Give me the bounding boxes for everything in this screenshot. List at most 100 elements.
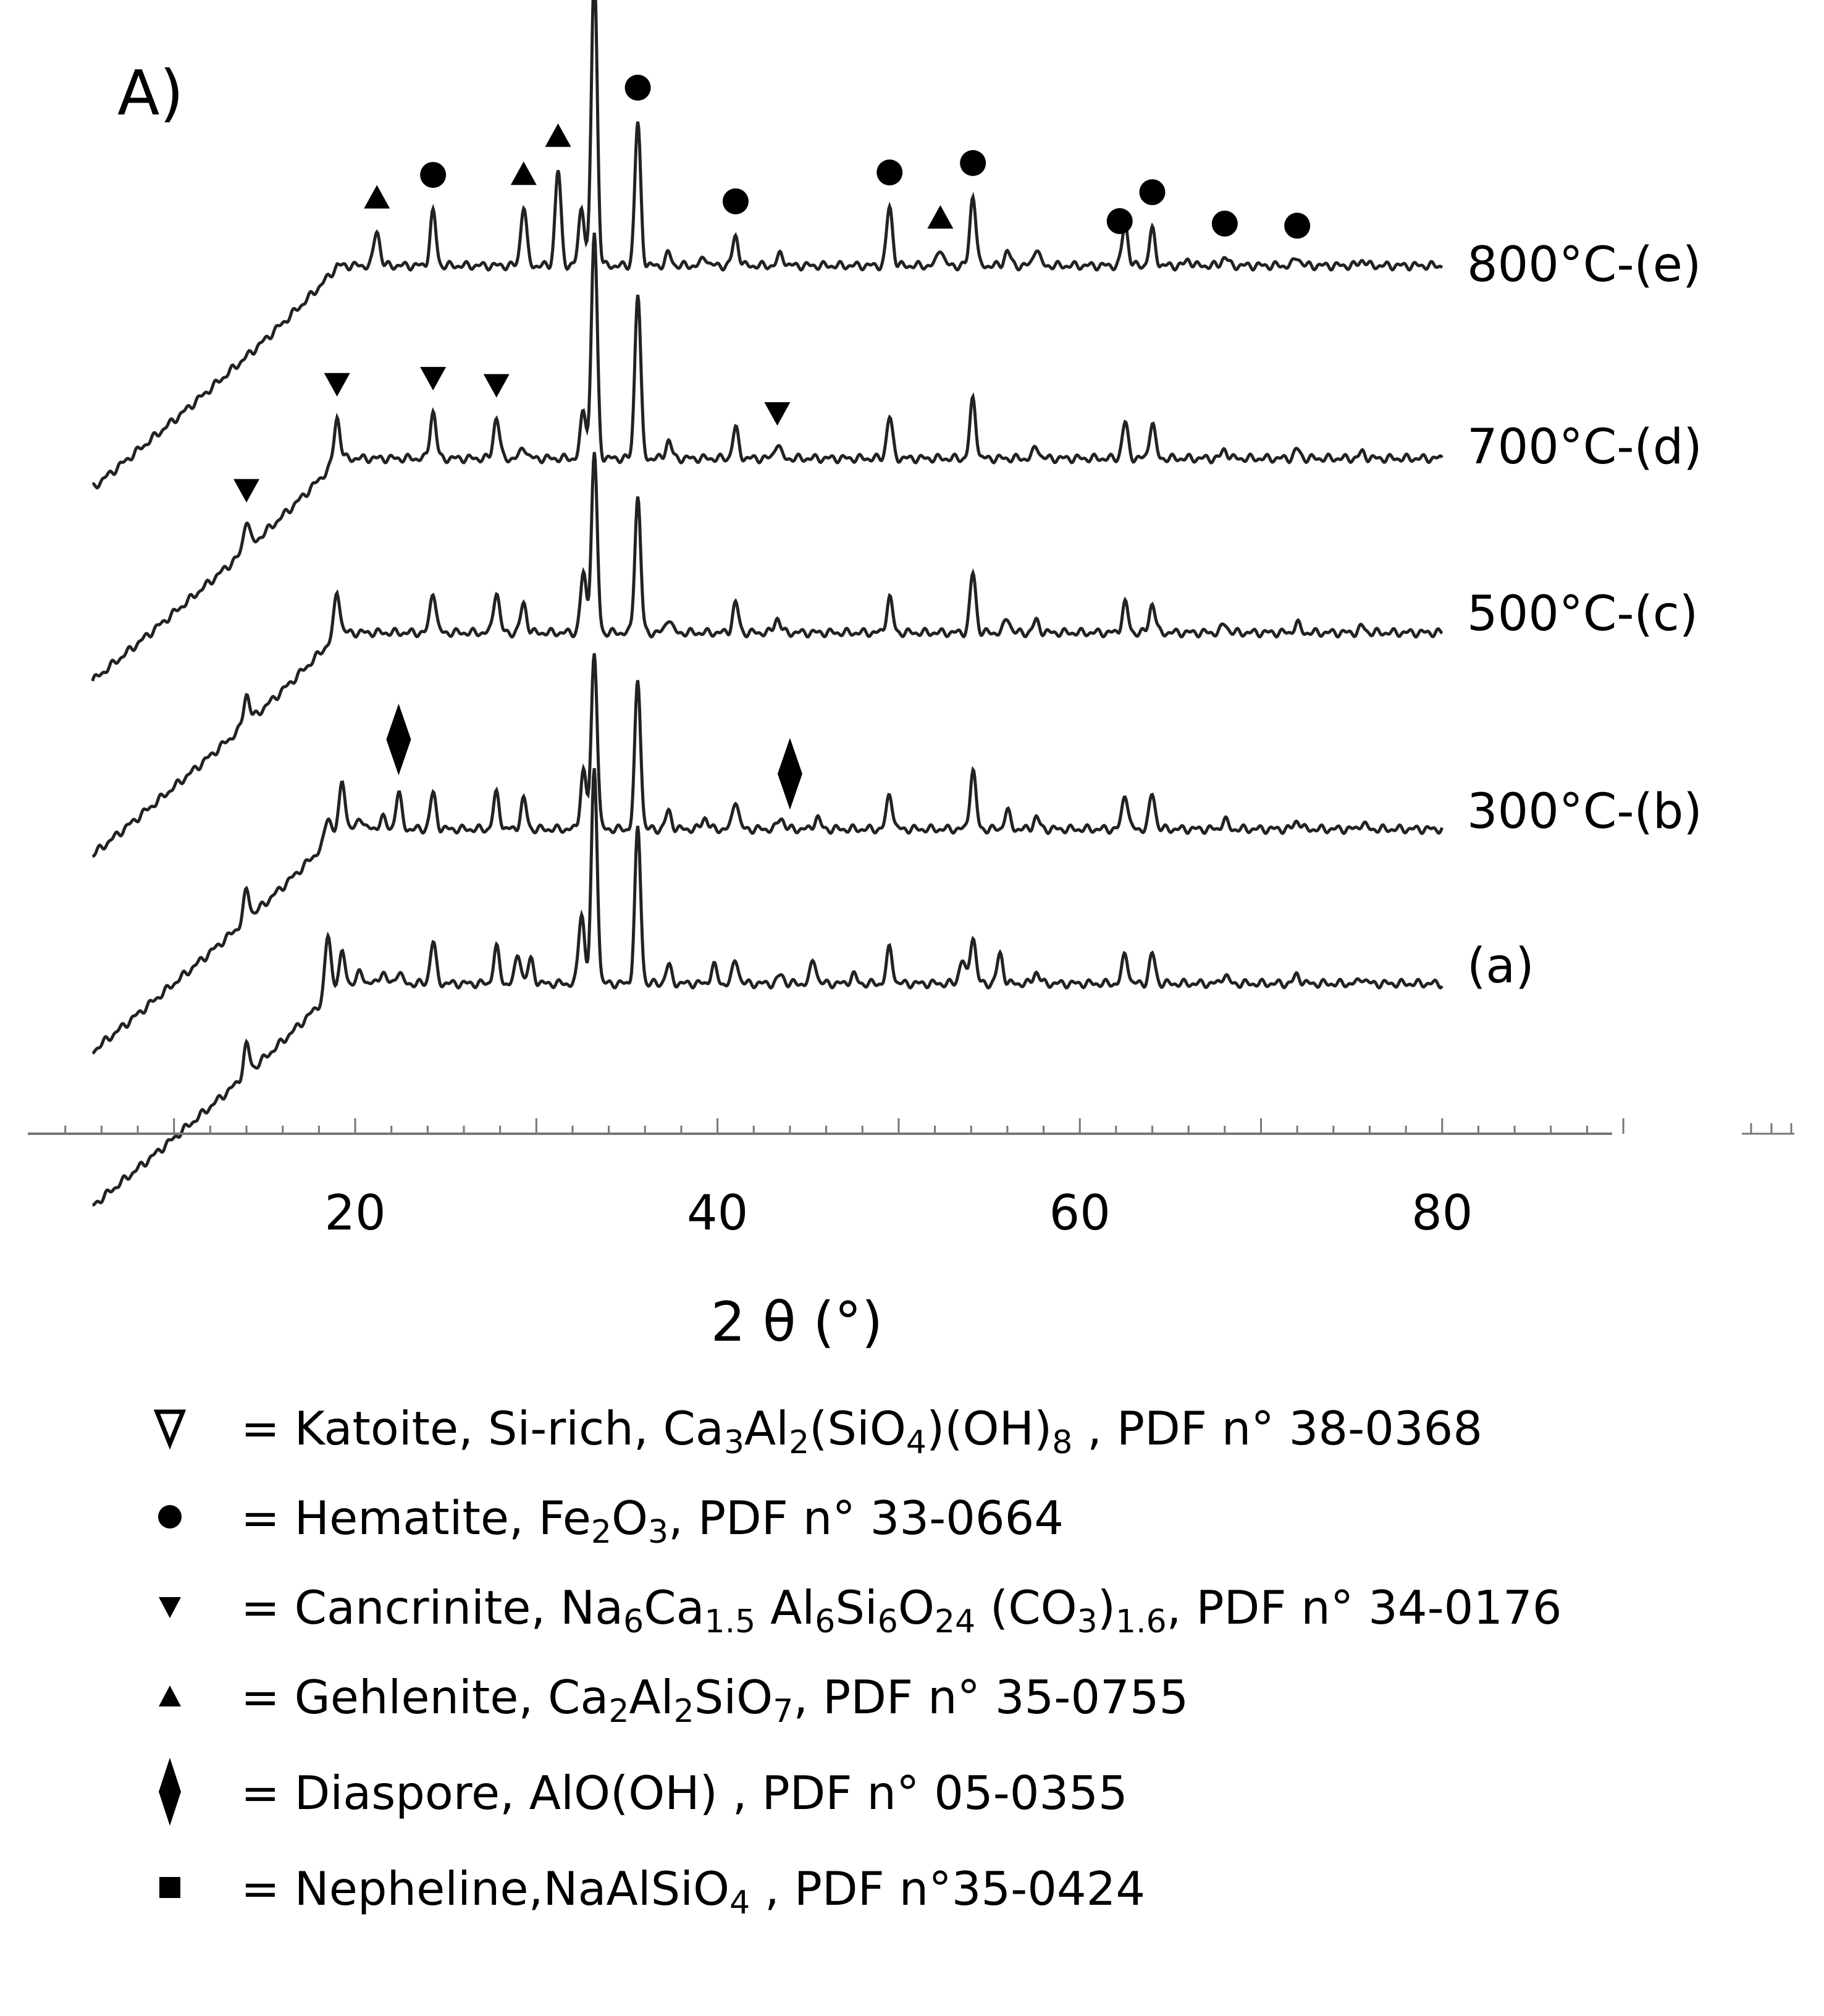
legend-subscript: 8 <box>1052 1424 1073 1461</box>
legend-text-part: Al <box>755 1580 815 1635</box>
up-triangle-icon <box>159 1685 181 1706</box>
cancrinite-marker-d-0 <box>233 479 260 503</box>
series-label-c: 500°C-(c) <box>1467 586 1698 642</box>
open-down-triangle-icon <box>153 1409 187 1450</box>
x-axis-label: 2 θ (°) <box>711 1290 883 1354</box>
hematite-marker-e-2 <box>624 74 651 101</box>
series-line-e <box>91 0 1444 490</box>
legend-text-part: , PDF n° 38-0368 <box>1072 1401 1483 1456</box>
legend-text-part: )(OH) <box>927 1401 1053 1456</box>
phase-markers <box>233 74 1311 810</box>
cancrinite-marker-d-2 <box>420 366 447 390</box>
xrd-chart: A) 800°C-(e) 700°C-(d) 500°C-(c) 300°C-(b) (… <box>28 0 1794 1354</box>
legend-text-part: O <box>612 1491 649 1545</box>
legend-item-diamond: = Diaspore, AlO(OH) , PDF n° 05-0355 <box>148 1758 1804 1826</box>
series-line-a <box>92 768 1444 1207</box>
hematite-marker-e-8 <box>1211 210 1238 237</box>
legend-text-part: = Cancrinite, Na <box>241 1580 624 1635</box>
legend-subscript: 3 <box>723 1424 744 1461</box>
series-label-d: 700°C-(d) <box>1467 420 1702 475</box>
legend-text-part: = Gehlenite, Ca <box>241 1670 609 1724</box>
legend-text-part: , PDF n° 34-0176 <box>1166 1580 1562 1635</box>
x-tick-label: 40 <box>687 1186 748 1241</box>
series-line-b <box>91 653 1444 1055</box>
diaspore-marker-b-1 <box>777 738 802 810</box>
hematite-marker-e-5 <box>960 150 986 176</box>
series-label-b: 300°C-(b) <box>1467 784 1702 840</box>
legend-subscript: 3 <box>648 1514 669 1551</box>
legend-item-up-triangle: = Gehlenite, Ca2Al2SiO7, PDF n° 35-0755 <box>148 1662 1804 1730</box>
legend-item-circle: = Hematite, Fe2O3, PDF n° 33-0664 <box>148 1483 1804 1551</box>
cancrinite-marker-d-3 <box>483 374 510 398</box>
x-tick-label: 20 <box>324 1186 385 1241</box>
gehlenite-marker-e-3 <box>927 205 954 229</box>
x-axis: 20 40 60 80 <box>28 1118 1794 1241</box>
legend-text: = Cancrinite, Na6Ca1.5 Al6Si6O24 (CO3)1.… <box>241 1580 1562 1638</box>
series-line-d <box>91 232 1444 682</box>
legend-subscript: 4 <box>729 1884 750 1921</box>
legend-subscript: 2 <box>789 1424 810 1461</box>
series-line-c <box>91 452 1444 858</box>
diamond-icon <box>159 1758 181 1826</box>
legend-text-part: (SiO <box>809 1401 906 1456</box>
legend-subscript: 3 <box>1077 1603 1098 1640</box>
gehlenite-marker-e-2 <box>545 123 571 147</box>
panel-label: A) <box>117 57 183 129</box>
hematite-marker-e-3 <box>722 188 749 214</box>
hematite-marker-e-0 <box>420 162 447 188</box>
legend-item-open-down-triangle: = Katoite, Si-rich, Ca3Al2(SiO4)(OH)8 , … <box>148 1393 1804 1461</box>
legend-subscript: 2 <box>590 1514 612 1551</box>
series-label-a: (a) <box>1467 938 1534 994</box>
legend-text-part: = Hematite, Fe <box>241 1491 591 1545</box>
diaspore-marker-b-0 <box>386 703 411 775</box>
legend-item-down-triangle: = Cancrinite, Na6Ca1.5 Al6Si6O24 (CO3)1.… <box>148 1572 1804 1640</box>
x-tick-label: 80 <box>1411 1186 1473 1241</box>
axis-fragment <box>1742 1123 1794 1135</box>
square-icon <box>159 1877 180 1898</box>
legend-text-part: = Diaspore, AlO(OH) , PDF n° 05-0355 <box>241 1766 1128 1820</box>
legend-text: = Katoite, Si-rich, Ca3Al2(SiO4)(OH)8 , … <box>241 1401 1483 1459</box>
legend-text: = Gehlenite, Ca2Al2SiO7, PDF n° 35-0755 <box>241 1669 1189 1727</box>
legend-subscript: 6 <box>877 1603 898 1640</box>
legend-text-part: = Katoite, Si-rich, Ca <box>241 1401 724 1456</box>
legend-subscript: 1.5 <box>704 1603 756 1640</box>
legend-text-part: O <box>897 1580 935 1635</box>
legend-text-part: Al <box>744 1401 789 1456</box>
hematite-marker-e-4 <box>876 159 903 186</box>
legend-text: = Hematite, Fe2O3, PDF n° 33-0664 <box>241 1490 1064 1548</box>
legend-text-part: SiO <box>694 1670 773 1724</box>
legend-text-part: Si <box>835 1580 878 1635</box>
legend-text-part: Al <box>629 1670 674 1724</box>
circle-icon <box>158 1505 182 1529</box>
legend-text: = Diaspore, AlO(OH) , PDF n° 05-0355 <box>241 1765 1128 1821</box>
legend-text-part: Ca <box>644 1580 705 1635</box>
gehlenite-marker-e-1 <box>510 161 537 185</box>
legend-subscript: 6 <box>623 1603 644 1640</box>
cancrinite-marker-d-1 <box>324 373 350 397</box>
legend-subscript: 6 <box>815 1603 836 1640</box>
legend-text-part: = Nepheline,NaAlSiO <box>241 1862 730 1916</box>
legend-text: = Nepheline,NaAlSiO4 , PDF n°35-0424 <box>241 1861 1146 1919</box>
legend-subscript: 1.6 <box>1115 1603 1167 1640</box>
legend-subscript: 24 <box>934 1603 976 1640</box>
legend-text-part: , PDF n° 35-0755 <box>793 1670 1189 1724</box>
legend-subscript: 2 <box>608 1693 629 1730</box>
legend-text-part: , PDF n°35-0424 <box>750 1862 1146 1916</box>
legend-text-part: ) <box>1097 1580 1116 1635</box>
series-group <box>91 0 1444 1207</box>
legend-text-part: , PDF n° 33-0664 <box>668 1491 1064 1545</box>
down-triangle-icon <box>159 1597 181 1618</box>
series-label-e: 800°C-(e) <box>1467 237 1701 293</box>
gehlenite-marker-e-0 <box>364 185 390 209</box>
series-labels: 800°C-(e) 700°C-(d) 500°C-(c) 300°C-(b) (a) <box>1467 237 1702 994</box>
hematite-marker-e-7 <box>1139 179 1166 206</box>
cancrinite-marker-d-4 <box>764 402 791 426</box>
legend-text-part: (CO <box>975 1580 1077 1635</box>
hematite-marker-e-6 <box>1106 208 1133 234</box>
x-tick-label: 60 <box>1049 1186 1111 1241</box>
legend-subscript: 7 <box>773 1693 794 1730</box>
hematite-marker-e-9 <box>1284 213 1311 239</box>
legend-subscript: 4 <box>906 1424 927 1461</box>
legend-subscript: 2 <box>673 1693 694 1730</box>
legend-item-square: = Nepheline,NaAlSiO4 , PDF n°35-0424 <box>148 1854 1804 1921</box>
